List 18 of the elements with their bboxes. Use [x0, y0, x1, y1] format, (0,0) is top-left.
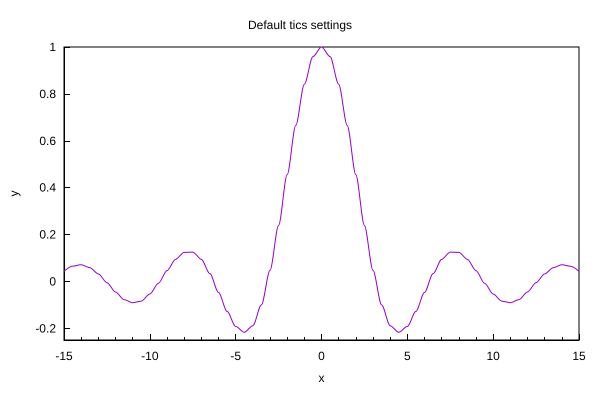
- y-tick-label: -0.2: [35, 321, 56, 336]
- line-series: [64, 46, 580, 333]
- y-tick-label: 0.6: [39, 134, 56, 148]
- x-tick-label: 5: [404, 349, 411, 363]
- y-axis-title: y: [7, 190, 21, 196]
- y-tick-label: 0.2: [39, 228, 56, 242]
- chart-title: Default tics settings: [248, 18, 352, 32]
- y-tick-label: 0.4: [39, 180, 56, 195]
- x-tick-label: -15: [55, 349, 73, 363]
- y-tick-label: 0.8: [39, 86, 56, 101]
- x-tick-label: 15: [572, 349, 586, 363]
- x-tick-label: 0: [318, 349, 326, 363]
- x-axis-title: x: [318, 371, 324, 385]
- x-tick-label: -10: [141, 349, 159, 363]
- y-tick-label: 0: [49, 274, 56, 288]
- x-tick-label: 10: [486, 349, 500, 363]
- y-tick-label: 1: [49, 40, 56, 54]
- x-tick-label: -5: [230, 349, 242, 363]
